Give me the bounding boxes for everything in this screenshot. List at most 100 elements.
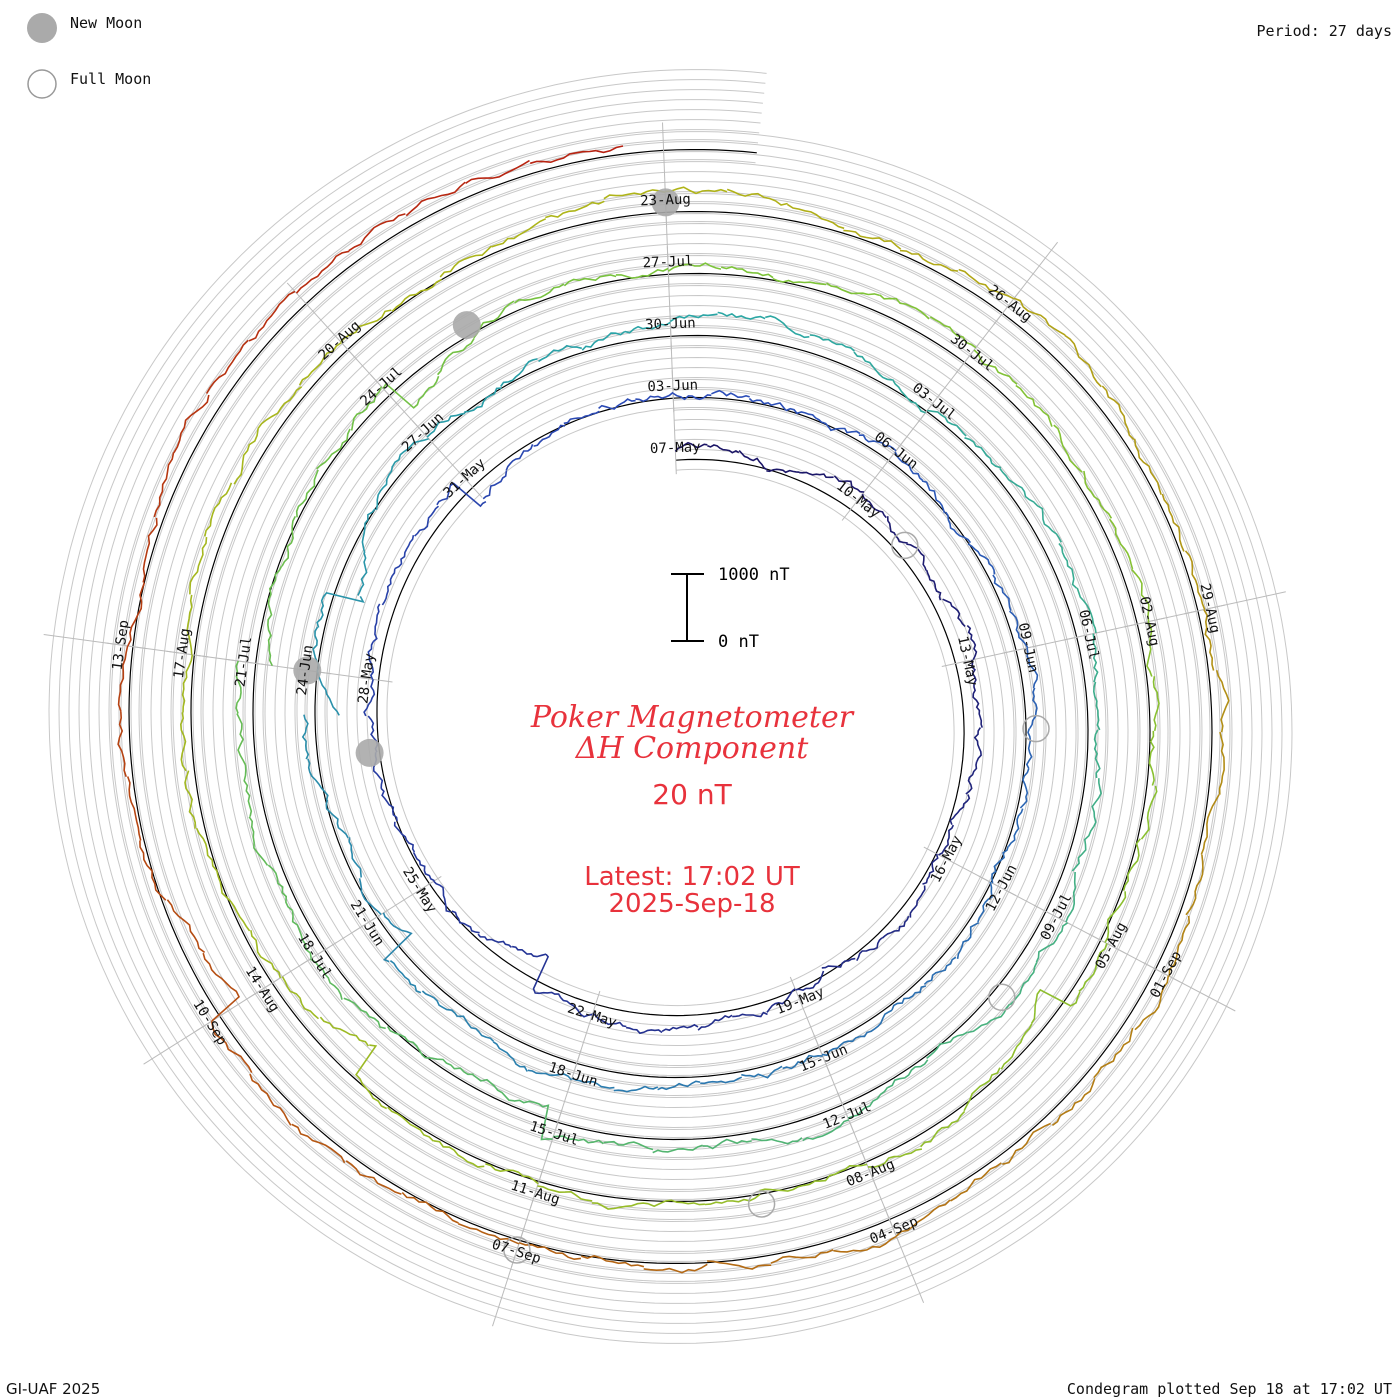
trace-segment [348, 837, 362, 878]
trace-segment [126, 776, 142, 841]
trace-segment [298, 341, 342, 386]
trace-segment [1104, 891, 1127, 943]
trace-segment [319, 1016, 370, 1047]
new-moon-marker [651, 188, 680, 217]
trace-segment [248, 816, 269, 866]
trace-segment [879, 294, 930, 320]
scale-bar-bottom-label: 0 nT [718, 632, 759, 652]
trace-segment [759, 1181, 815, 1192]
trace-segment [267, 565, 283, 616]
trace-segment [711, 389, 750, 399]
trace-segment [732, 1011, 768, 1018]
date-tick [883, 1206, 925, 1303]
trace-segment [257, 386, 303, 430]
trace-segment [465, 159, 530, 184]
trace-segment [833, 475, 865, 493]
trace-segment [965, 761, 978, 795]
trace-segment [301, 714, 310, 760]
trace-segment [375, 465, 394, 510]
trace-segment [372, 603, 381, 643]
trace-segment [615, 267, 669, 279]
trace-segment [891, 985, 927, 1011]
full-moon-marker [747, 1190, 776, 1218]
trace-segment [603, 189, 666, 200]
trace-segment [945, 511, 972, 544]
trace-segment [657, 1080, 701, 1091]
trace-segment [529, 149, 597, 165]
trace-segment [977, 881, 993, 923]
trace-segment [973, 349, 1018, 385]
grid-spiral [98, 119, 1243, 1294]
trace-segment [325, 799, 349, 839]
trace-segment [895, 1199, 951, 1237]
trace-segment [1002, 1122, 1052, 1165]
trace-segment [1215, 669, 1230, 733]
trace-segment [1053, 424, 1083, 473]
date-tick [143, 1008, 232, 1065]
trace-segment [906, 543, 927, 571]
trace-segment [963, 1067, 1001, 1112]
trace-segment [350, 386, 383, 431]
trace-segment [772, 278, 827, 286]
trace-segment [281, 516, 297, 567]
trace-segment [348, 213, 406, 252]
trace-segment [1200, 794, 1220, 855]
trace-segment [381, 568, 396, 606]
trace-segment [186, 594, 193, 655]
trace-segment [1092, 633, 1099, 683]
trace-segment [345, 1160, 402, 1195]
trace-segment [560, 997, 593, 1018]
magnetometer-traces [117, 145, 1230, 1274]
trace-segment [205, 339, 249, 394]
trace-segment [652, 1144, 703, 1154]
plotted-timestamp: Condegram plotted Sep 18 at 17:02 UT [1066, 1380, 1392, 1398]
trace-segment [720, 266, 774, 279]
trace-segment [894, 451, 924, 482]
trace-segment [661, 1023, 699, 1032]
trace-segment [1025, 728, 1033, 770]
new-moon-legend-icon [27, 13, 57, 43]
chart-title: Poker Magnetometer [530, 700, 855, 735]
trace-segment [786, 203, 845, 230]
scale-bar-top-label: 1000 nT [718, 565, 790, 585]
trace-segment [1152, 676, 1160, 732]
trace-segment [233, 428, 259, 485]
full-moon-legend-label: Full Moon [70, 70, 152, 88]
legend [27, 13, 57, 99]
trace-segment [1168, 915, 1191, 977]
trace-segment [153, 452, 175, 518]
trace-segment [181, 654, 194, 713]
trace-segment [477, 933, 513, 948]
trace-segment [967, 1003, 1011, 1034]
trace-segment [267, 864, 293, 912]
title-block: Poker Magnetometer ΔH Component 20 nT La… [530, 700, 855, 919]
trace-segment [514, 283, 565, 304]
period-label: Period: 27 days [1256, 22, 1392, 40]
trace-segment [966, 625, 978, 661]
trace-segment [367, 641, 375, 680]
trace-segment [1015, 384, 1053, 427]
trace-segment [821, 1035, 860, 1057]
latest-time: Latest: 17:02 UT [584, 862, 800, 892]
trace-segment [598, 398, 636, 410]
trace-segment [751, 1137, 803, 1145]
trace-segment [929, 316, 977, 349]
trace-segment [243, 764, 253, 817]
trace-segment [361, 508, 376, 554]
trace-segment [843, 229, 902, 250]
trace-segment [179, 712, 187, 772]
date-label: 06-Jul [1075, 608, 1101, 661]
trace-segment [795, 970, 825, 991]
date-label: 18-Jun [546, 1059, 599, 1090]
trace-segment [1146, 621, 1153, 677]
trace-segment [382, 375, 440, 409]
trace-segment [1026, 647, 1039, 689]
trace-segment [1071, 826, 1095, 872]
trace-segment [707, 444, 740, 454]
trace-segment [571, 1077, 615, 1089]
trace-segment [942, 598, 966, 627]
trace-segment [923, 956, 957, 985]
new-moon-marker [452, 311, 481, 340]
date-label: 17-Aug [171, 627, 194, 679]
trace-segment [802, 1119, 850, 1142]
